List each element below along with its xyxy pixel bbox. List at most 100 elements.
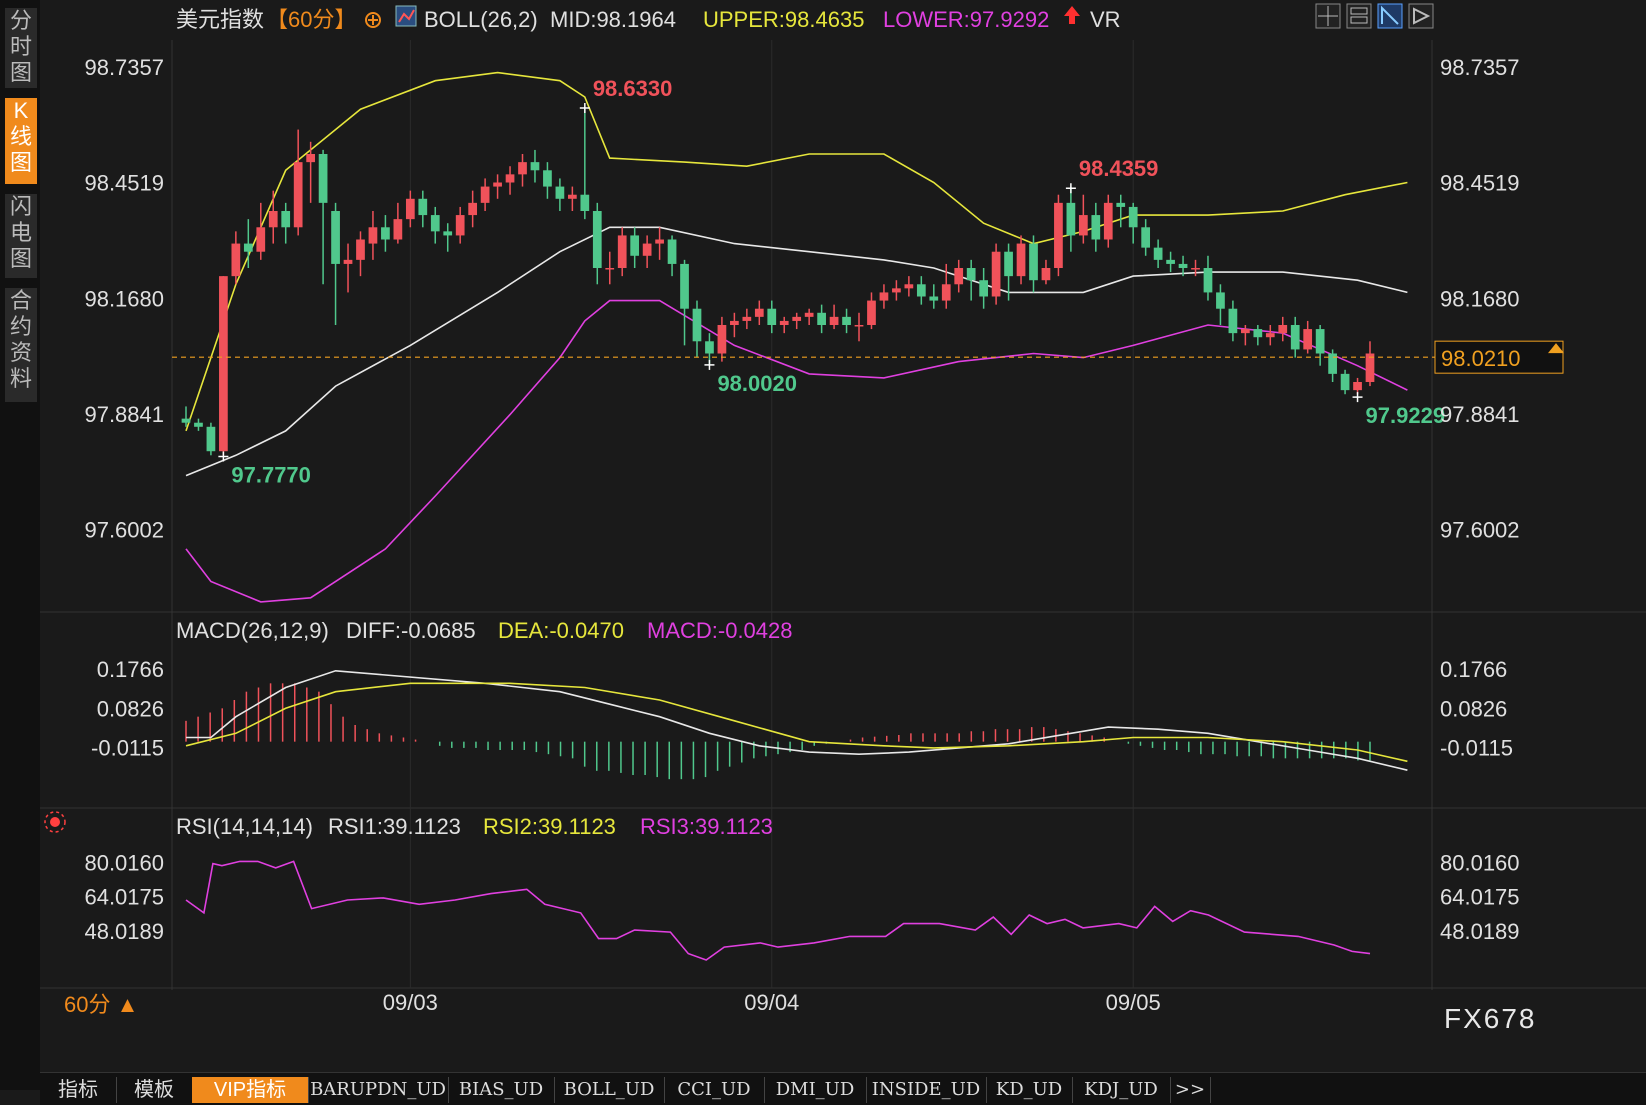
macd-tick-right: 0.0826 [1440,696,1507,721]
candle-body [754,308,764,317]
candle-body [181,418,191,423]
candle-body [1041,268,1051,281]
macd-tick-right: 0.1766 [1440,657,1507,682]
candle-body [293,162,303,228]
candle-body [430,215,440,232]
candle-body [867,300,876,325]
candle-body [468,202,478,216]
tab-contract-info[interactable]: 合约资料 [5,288,37,402]
candle-body [680,263,689,309]
price-tick-right: 98.1680 [1440,286,1520,311]
rsi1-value: RSI1:39.1123 [328,814,461,839]
candle-body [717,325,727,354]
rsi-settings-icon[interactable] [44,811,66,833]
price-tick-right: 98.7357 [1440,55,1520,80]
candle-body [742,316,752,321]
boll-upper: UPPER:98.4635 [703,7,864,32]
bottom-tab-kdj-ud[interactable]: KDJ_UD [1072,1077,1171,1103]
layout-split-icon[interactable] [1346,3,1372,29]
candle-body [306,154,315,163]
extreme-label-low: 97.7770 [231,463,311,488]
candle-body [1241,329,1250,334]
bottom-tab-模板[interactable]: 模板 [116,1077,193,1103]
candle-body [1128,206,1138,228]
current-price-box [1434,340,1564,374]
bottom-tab-bias-ud[interactable]: BIAS_UD [448,1077,555,1103]
macd-value: MACD:-0.0428 [647,618,793,643]
macd-tick-left: 0.1766 [97,657,164,682]
boll-mid: MID:98.1964 [550,7,676,32]
chart-area[interactable]: 98.0210 97.7770 98.6330 98.0020 98.4359 97.92… [0,0,1646,1072]
candle-body [941,284,951,301]
candle-body [1303,329,1313,350]
candle-body [1116,202,1126,207]
candle-body [405,198,415,220]
bottom-tab-指标[interactable]: 指标 [40,1077,117,1103]
bottom-tab-boll-ud[interactable]: BOLL_UD [554,1077,665,1103]
candle-body [1091,215,1101,240]
candle-body [1103,202,1113,240]
bottom-tab-cci-ud[interactable]: CCI_UD [664,1077,765,1103]
bottom-tab-inside-ud[interactable]: INSIDE_UD [866,1077,987,1103]
arrow-up-icon[interactable] [1064,6,1080,24]
candle-body [368,227,378,244]
rsi-tick-right: 48.0189 [1440,919,1520,944]
candle-body [1191,268,1200,270]
candle-body [829,316,839,325]
bottom-tab-kd-ud[interactable]: KD_UD [986,1077,1073,1103]
candle-body [1066,202,1076,236]
rsi3-value: RSI3:39.1123 [640,814,773,839]
candle-body [1328,353,1337,374]
bottom-tab--[interactable]: >> [1170,1077,1211,1103]
candle-body [1178,263,1188,268]
candle-body [1278,325,1288,334]
candle-body [916,284,926,297]
candle-body [1315,329,1325,354]
candle-body [966,268,976,281]
candle-body [567,194,577,199]
indicator-tab-bar: 指标 模板 VIP指标 BARUPDN_UD BIAS_UD BOLL_UD CCI_UD D… [40,1072,1646,1105]
candle-body [1216,292,1225,309]
candle-body [543,170,552,187]
candle-body [605,268,615,270]
candle-body [1153,247,1163,260]
macd-panel [185,669,1408,780]
x-axis-label: 09/03 [383,990,438,1015]
candle-body [1166,259,1175,264]
current-price-label: 98.0210 [1441,346,1521,371]
x-axis-label: 09/05 [1106,990,1161,1015]
price-tick-right: 97.6002 [1440,517,1520,542]
rsi-tick-left: 80.0160 [84,850,164,875]
candle-body [892,288,901,293]
candle-body [443,231,453,236]
candle-body [356,239,365,260]
macd-diff: DIFF:-0.0685 [346,618,476,643]
candle-body [804,312,814,317]
macd-name: MACD(26,12,9) [176,618,329,643]
bottom-tab-barupdn-ud[interactable]: BARUPDN_UD [308,1077,449,1103]
layout-expand-icon[interactable] [1408,3,1434,29]
add-indicator-icon[interactable] [365,12,381,28]
candle-body [1016,243,1026,277]
candle-body [879,292,889,301]
tab-flash-chart[interactable]: 闪电图 [5,194,37,278]
symbol-title: 美元指数 [176,7,264,32]
candle-body [530,162,540,171]
candle-body [231,243,241,277]
candle-body [455,215,465,236]
tab-timeshare[interactable]: 分时图 [5,8,37,88]
period-selector[interactable]: 60分 ▲ [64,992,138,1017]
layout-grid-icon[interactable] [1315,3,1341,29]
candle-body [318,154,328,203]
bottom-tab-vip指标[interactable]: VIP指标 [192,1077,309,1103]
layout-chart-icon[interactable] [1377,3,1403,29]
candle-body [954,268,964,285]
price-tick-right: 98.4519 [1440,171,1520,196]
boll-upper-line [185,71,1408,432]
vr-label: VR [1090,7,1121,32]
price-tick-left: 98.4519 [84,171,164,196]
candle-body [842,316,851,325]
bottom-tab-dmi-ud[interactable]: DMI_UD [764,1077,867,1103]
